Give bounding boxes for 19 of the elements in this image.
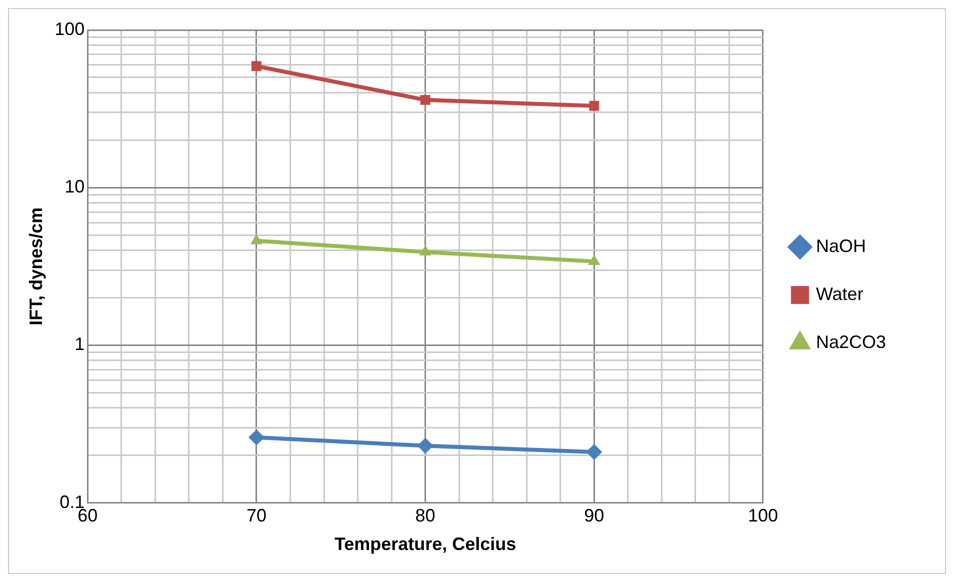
point [419, 245, 432, 256]
x-axis-title: Temperature, Celcius [334, 534, 516, 554]
point [586, 444, 602, 460]
x-tick-label: 100 [748, 506, 778, 526]
x-tick-label: 90 [584, 506, 604, 526]
legend-label: Na2CO3 [816, 332, 886, 352]
point [248, 429, 264, 446]
x-tick-label: 80 [415, 506, 436, 526]
point [417, 438, 434, 454]
x-tick-label: 70 [246, 506, 266, 526]
y-tick-label: 10 [64, 176, 85, 197]
y-tick-label: 100 [54, 18, 85, 39]
point [589, 100, 600, 111]
point [252, 61, 262, 72]
point [420, 94, 430, 105]
legend-label: NaOH [816, 236, 866, 256]
y-tick-label: 1 [74, 334, 85, 354]
y-axis-title: IFT, dynes/cm [26, 207, 46, 326]
legend-label: Water [816, 284, 864, 304]
